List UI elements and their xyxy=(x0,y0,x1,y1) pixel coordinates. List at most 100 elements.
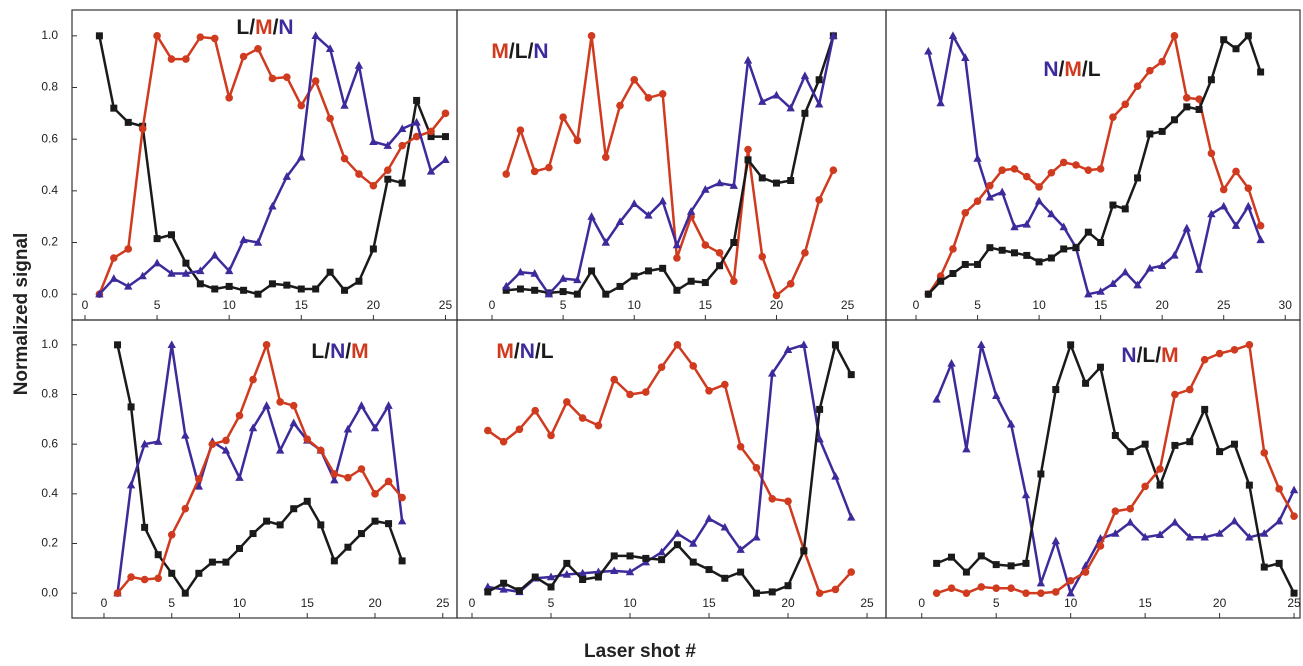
x-tick-label: 15 xyxy=(295,298,309,312)
square-marker xyxy=(689,558,697,566)
circle-marker xyxy=(283,73,291,81)
square-marker xyxy=(924,290,932,298)
circle-marker xyxy=(768,495,777,503)
circle-marker xyxy=(715,249,724,257)
circle-marker xyxy=(1232,167,1240,176)
circle-marker xyxy=(371,490,379,498)
legend-separator: / xyxy=(528,40,534,63)
square-marker xyxy=(1186,438,1194,446)
square-marker xyxy=(1232,45,1240,53)
triangle-marker xyxy=(248,423,258,432)
triangle-marker xyxy=(689,539,698,547)
square-marker xyxy=(303,497,311,505)
x-tick-label: 25 xyxy=(436,596,450,610)
square-marker xyxy=(974,260,982,268)
square-marker xyxy=(1158,127,1166,135)
square-marker xyxy=(1170,116,1178,124)
triangle-marker xyxy=(1194,265,1204,273)
triangle-marker xyxy=(1145,263,1155,272)
circle-marker xyxy=(311,77,320,85)
square-marker xyxy=(673,286,681,294)
triangle-marker xyxy=(196,266,205,275)
legend-entry: N xyxy=(330,340,345,363)
x-tick-label: 20 xyxy=(781,596,795,610)
y-tick-label: 0.0 xyxy=(41,286,58,300)
circle-marker xyxy=(317,446,325,455)
circle-marker xyxy=(1022,172,1031,181)
triangle-marker xyxy=(1231,221,1241,229)
triangle-marker xyxy=(985,192,995,201)
circle-marker xyxy=(932,589,941,597)
triangle-marker xyxy=(340,101,349,109)
x-tick-label: 0 xyxy=(913,298,920,312)
circle-marker xyxy=(705,386,713,395)
triangle-marker xyxy=(786,103,795,112)
circle-marker xyxy=(1059,158,1068,167)
triangle-marker xyxy=(1084,289,1093,298)
plot-area xyxy=(113,340,407,597)
triangle-marker xyxy=(997,187,1007,196)
triangle-marker xyxy=(1059,222,1068,231)
circle-marker xyxy=(977,583,986,591)
circle-marker xyxy=(222,436,230,445)
square-marker xyxy=(1207,76,1215,84)
circle-marker xyxy=(1182,94,1191,102)
legend-separator: / xyxy=(1155,344,1161,367)
circle-marker xyxy=(616,101,624,110)
square-marker xyxy=(1195,105,1203,113)
legend-separator: / xyxy=(1082,58,1088,81)
y-tick-label: 0.6 xyxy=(41,131,58,145)
x-tick-label: 25 xyxy=(1287,596,1301,610)
x-tick-label: 10 xyxy=(623,596,637,610)
legend-separator: / xyxy=(535,340,541,363)
triangle-marker xyxy=(311,31,320,40)
square-marker xyxy=(330,557,338,565)
square-marker xyxy=(181,589,189,597)
x-tick-label: 5 xyxy=(548,596,555,610)
series-line xyxy=(116,343,404,594)
circle-marker xyxy=(829,166,838,174)
square-marker xyxy=(1146,130,1154,138)
triangle-marker xyxy=(1219,201,1228,210)
circle-marker xyxy=(516,126,525,134)
square-marker xyxy=(673,541,681,549)
circle-marker xyxy=(1185,385,1194,394)
square-marker xyxy=(1096,363,1104,371)
circle-marker xyxy=(1081,568,1090,576)
square-marker xyxy=(816,405,824,413)
x-tick-label: 25 xyxy=(1217,298,1231,312)
circle-marker xyxy=(701,241,710,249)
square-marker xyxy=(1220,36,1228,44)
circle-marker xyxy=(831,585,840,594)
triangle-marker xyxy=(630,199,639,207)
circle-marker xyxy=(547,431,555,440)
triangle-marker xyxy=(672,240,682,249)
square-marker xyxy=(326,268,334,276)
y-tick-label: 0.4 xyxy=(41,486,58,500)
legend-entry: L xyxy=(236,16,249,39)
x-tick-label: 15 xyxy=(699,298,713,312)
circle-marker xyxy=(1010,165,1019,173)
circle-marker xyxy=(1219,185,1228,194)
circle-marker xyxy=(138,125,147,133)
circle-marker xyxy=(182,55,190,63)
circle-marker xyxy=(1037,589,1045,597)
circle-marker xyxy=(1126,504,1135,513)
circle-marker xyxy=(815,196,823,204)
circle-marker xyxy=(210,34,219,43)
triangle-marker xyxy=(558,274,568,282)
circle-marker xyxy=(1111,507,1120,516)
square-marker xyxy=(768,588,776,596)
triangle-marker xyxy=(847,512,856,521)
circle-marker xyxy=(235,411,244,420)
square-marker xyxy=(312,285,320,293)
triangle-marker xyxy=(483,582,493,591)
square-marker xyxy=(1084,228,1092,236)
circle-marker xyxy=(1158,57,1166,66)
triangle-marker xyxy=(962,444,971,453)
square-marker xyxy=(787,177,795,184)
circle-marker xyxy=(249,375,257,384)
y-tick-label: 0.4 xyxy=(41,183,58,197)
triangle-marker xyxy=(152,258,162,267)
circle-marker xyxy=(630,75,639,84)
